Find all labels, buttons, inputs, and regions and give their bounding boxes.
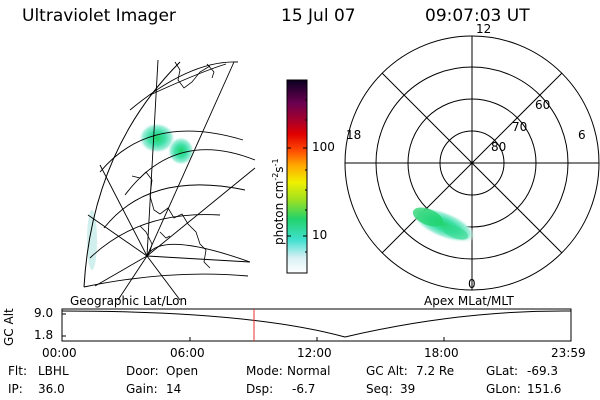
date-label: 15 Jul 07	[281, 6, 356, 26]
altitude-ylabel: GC Alt	[2, 308, 16, 346]
aurora-patch	[139, 123, 175, 153]
aurora-patch	[87, 210, 97, 270]
glon-value: 151.6	[527, 382, 562, 396]
altitude-ytick: 1.8	[34, 328, 54, 342]
lat-label-80: 80	[491, 140, 507, 154]
colorbar-tick-label: 100	[312, 140, 335, 154]
unit-text: photon cm	[272, 180, 286, 245]
time-label: 09:07:03 UT	[425, 6, 530, 26]
altitude-curve	[61, 310, 572, 338]
altitude-ytick: 9.0	[34, 306, 54, 320]
geographic-map	[83, 59, 256, 300]
door-label: Door:	[126, 364, 159, 378]
mode-value: Normal	[287, 364, 331, 378]
dsp-label: Dsp:	[246, 382, 274, 396]
dsp-value: -6.7	[292, 382, 316, 396]
ip-value: 36.0	[38, 382, 65, 396]
gain-label: Gain:	[126, 382, 158, 396]
app-title: Ultraviolet Imager	[22, 6, 176, 26]
right-panel-caption: Apex MLat/MLT	[424, 294, 514, 308]
colorbar-tick-label: 10	[312, 228, 328, 242]
altitude-xtick: 00:00	[42, 346, 77, 360]
glon-label: GLon:	[486, 382, 521, 396]
left-panel-caption: Geographic Lat/Lon	[70, 294, 188, 308]
seq-label: Seq:	[366, 382, 393, 396]
ip-label: IP:	[8, 382, 23, 396]
gc-alt-value: 7.2 Re	[416, 364, 455, 378]
altitude-plot	[61, 308, 572, 342]
gain-value: 14	[166, 382, 182, 396]
door-value: Open	[166, 364, 199, 378]
mlt-label-6: 6	[578, 128, 586, 142]
lat-label-60: 60	[535, 98, 551, 112]
gc-alt-label: GC Alt:	[366, 364, 408, 378]
seq-value: 39	[400, 382, 416, 396]
filter-value: LBHL	[38, 364, 69, 378]
glat-label: GLat:	[486, 364, 519, 378]
altitude-xtick: 06:00	[170, 346, 205, 360]
mlt-label-18: 18	[346, 128, 362, 142]
unit-text: s	[272, 166, 286, 173]
unit-exponent: -2	[271, 172, 280, 181]
altitude-xtick: 12:00	[297, 346, 332, 360]
unit-exponent: -1	[271, 158, 280, 167]
altitude-xtick: 23:59	[551, 346, 586, 360]
polar-aurora	[412, 207, 476, 243]
filter-label: Flt:	[8, 364, 27, 378]
colorbar-unit-label: photon cm-2s-1	[271, 158, 286, 245]
colorbar-ticks	[287, 99, 307, 253]
altitude-xtick: 18:00	[424, 346, 459, 360]
mlt-label-12: 12	[476, 22, 492, 36]
aurora-patch	[168, 137, 194, 165]
mode-label: Mode:	[246, 364, 283, 378]
polar-plot	[344, 35, 600, 291]
mlt-label-0: 0	[468, 277, 476, 291]
lat-label-70: 70	[512, 120, 528, 134]
glat-value: -69.3	[527, 364, 559, 378]
colorbar	[286, 79, 308, 274]
